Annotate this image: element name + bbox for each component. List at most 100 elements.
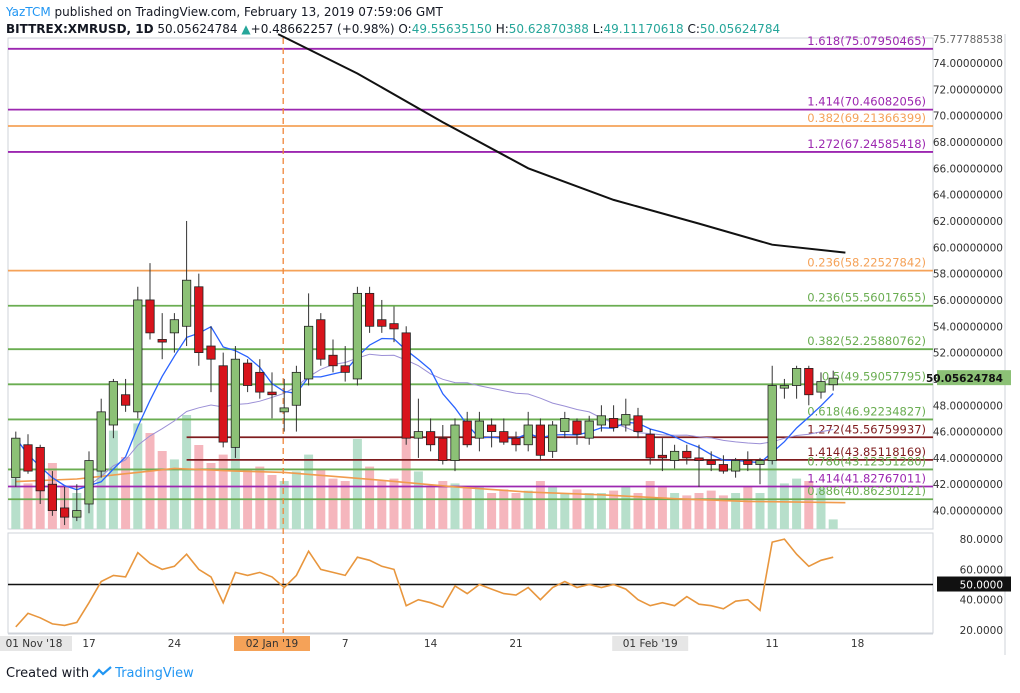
candle (96, 398, 106, 478)
candle-body-up (596, 415, 607, 426)
candle (584, 415, 594, 445)
time-axis-label: 21 (509, 638, 522, 650)
rsi-level-tag (937, 576, 1011, 592)
candle-body-down (377, 319, 387, 327)
volume-bar (279, 481, 289, 529)
candle (84, 451, 94, 514)
candle (438, 425, 448, 465)
candle (157, 313, 167, 360)
volume-bar (438, 481, 448, 529)
volume-bar (535, 481, 545, 529)
volume-bar (267, 475, 277, 529)
candle-body-up (779, 385, 790, 389)
candle-body-down (706, 460, 716, 465)
candle (267, 372, 277, 419)
candle (523, 411, 533, 452)
time-axis-label: 02 Jan '19 (246, 638, 298, 650)
fib-level-label: 0.382(52.25880762) (807, 334, 926, 348)
volume-bar (487, 493, 497, 529)
ma-orange-line (15, 467, 846, 504)
volume-bar (169, 459, 179, 529)
header-line-1: YazTCM published on TradingView.com, Feb… (6, 4, 780, 21)
volume-bar (584, 493, 594, 529)
volume-bar (670, 493, 680, 529)
candle (47, 471, 58, 516)
candle-body-down (682, 450, 692, 459)
candle (255, 359, 265, 399)
rsi-axis-label: 60.0000 (960, 564, 1003, 576)
volume-bar (133, 423, 143, 529)
fib-level-label: 0.618(46.92234827) (807, 404, 926, 418)
volume-bar (645, 481, 655, 529)
candle (816, 372, 826, 399)
author-link[interactable]: YazTCM (6, 5, 51, 19)
fib-level-label: 1.414(70.46082056) (807, 95, 926, 109)
fib-level-label: 1.414(43.85118169) (807, 445, 926, 459)
volume-bar (401, 421, 411, 529)
price-axis-label: 74.00000000 (933, 58, 1003, 70)
candle (462, 411, 472, 448)
candle (657, 438, 668, 472)
candle-body-up (560, 418, 570, 432)
candle-body-up (523, 424, 533, 446)
candle-body-up (96, 411, 106, 472)
candle (425, 418, 436, 452)
candle-body-down (499, 431, 509, 443)
candle (548, 421, 558, 458)
candle (60, 486, 70, 526)
price-axis-label: 64.00000000 (933, 190, 1003, 202)
rsi-pane (7, 532, 934, 634)
volume-bar (609, 490, 619, 529)
candle (145, 263, 155, 340)
time-axis-date-box (612, 636, 689, 651)
candle (767, 365, 777, 465)
candle (377, 299, 387, 333)
volume-bar (426, 487, 436, 529)
volume-bar (523, 490, 533, 529)
candle-body-down (145, 299, 155, 334)
price-axis-label: 66.00000000 (933, 163, 1003, 175)
volume-bar (706, 490, 716, 529)
volume-bar (182, 415, 192, 529)
candle-body-down (316, 319, 326, 360)
volume-bar (108, 430, 118, 529)
symbol-label: BITTREX:XMRUSD, 1D (6, 22, 154, 36)
ohlc-open-label: O: (398, 22, 412, 36)
candle-body-down (743, 460, 753, 465)
candle-body-down (23, 444, 33, 472)
volume-bar (828, 519, 838, 529)
candle (108, 378, 118, 439)
candle (694, 444, 704, 487)
volume-bar (633, 493, 643, 529)
price-axis-label: 52.00000000 (933, 348, 1003, 360)
ohlc-close: 50.05624784 (699, 22, 781, 36)
candle-body-up (303, 325, 314, 380)
candle (230, 346, 240, 458)
volume-bar (548, 487, 558, 529)
candle (828, 370, 838, 391)
candle (352, 286, 363, 386)
ma-black-line (277, 33, 846, 254)
candle-body-up (133, 299, 143, 413)
price-axis-label: 56.00000000 (933, 295, 1003, 307)
rsi-line (15, 538, 834, 628)
price-axis-label: 42.00000000 (933, 479, 1003, 491)
price-axis-label: 46.00000000 (933, 427, 1003, 439)
candle (560, 411, 570, 439)
candle (645, 428, 655, 465)
tradingview-brand[interactable]: TradingView (115, 666, 194, 681)
candle (316, 313, 326, 366)
candle-body-down (657, 454, 668, 459)
change-value: +0.48662257 (+0.98%) (250, 22, 395, 36)
candle-body-up (352, 292, 363, 380)
candle (133, 286, 143, 419)
fib-level-label: 1.414(41.82767011) (807, 472, 926, 486)
volume-bar (804, 481, 814, 529)
volume-bar (694, 493, 704, 529)
candle-body-up (230, 358, 240, 448)
fib-level-label: 0.786(43.12351280) (807, 454, 926, 468)
candle-body-up (816, 381, 826, 393)
candle-body-down (645, 433, 655, 459)
price-axis-label: 58.00000000 (933, 269, 1003, 281)
